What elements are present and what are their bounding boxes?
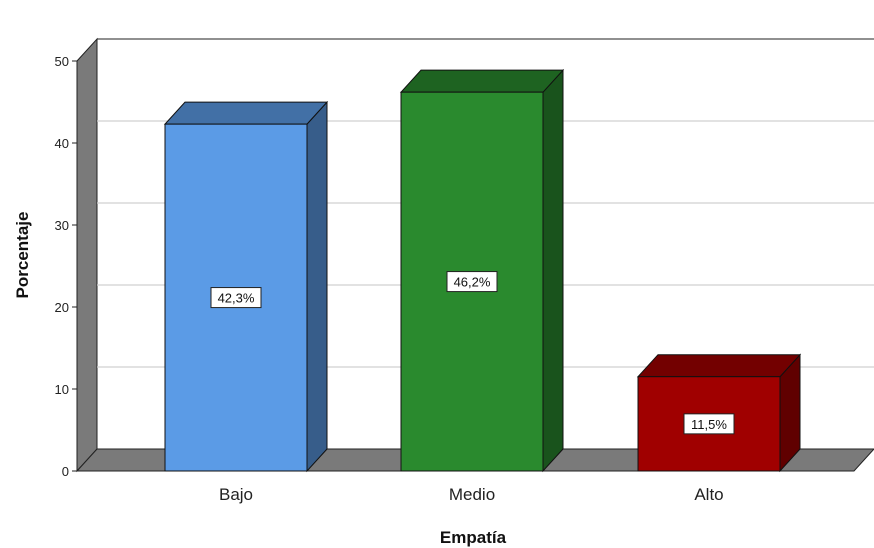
y-tick-label: 40 [55, 136, 69, 151]
data-label-box [446, 271, 498, 293]
bar-alto [636, 353, 802, 473]
y-tick-label: 20 [55, 300, 69, 315]
bar-top [636, 354, 802, 378]
x-axis-categories: Bajo Medio Alto [219, 485, 724, 504]
y-axis-ticks: 0 10 20 30 40 50 [55, 54, 77, 479]
data-label-text: 46,2% [454, 275, 491, 290]
bar-top [399, 69, 565, 93]
y-tick-label: 30 [55, 218, 69, 233]
y-tick-label: 0 [62, 464, 69, 479]
bar-side [306, 100, 328, 473]
bar-medio [399, 68, 565, 473]
data-label-text: 11,5% [691, 417, 727, 432]
data-label-box [210, 287, 262, 309]
y-tick-label: 10 [55, 382, 69, 397]
data-labels: 42,3% 46,2% 11,5% [210, 271, 735, 435]
y-tick-label: 50 [55, 54, 69, 69]
y-axis-title: Porcentaje [13, 212, 32, 299]
data-label-text: 42,3% [218, 291, 255, 306]
x-tick-label: Alto [694, 485, 723, 504]
data-label-box [683, 413, 735, 435]
x-tick-label: Bajo [219, 485, 253, 504]
x-axis-title: Empatía [440, 528, 507, 547]
bar-top [163, 101, 329, 125]
x-tick-label: Medio [449, 485, 495, 504]
side-wall [76, 37, 98, 473]
data-label: 46,2% [446, 271, 498, 293]
bars [163, 68, 802, 473]
bar-bajo [163, 100, 329, 473]
data-label: 42,3% [210, 287, 262, 309]
bar-side [542, 68, 564, 473]
data-label: 11,5% [683, 413, 735, 435]
